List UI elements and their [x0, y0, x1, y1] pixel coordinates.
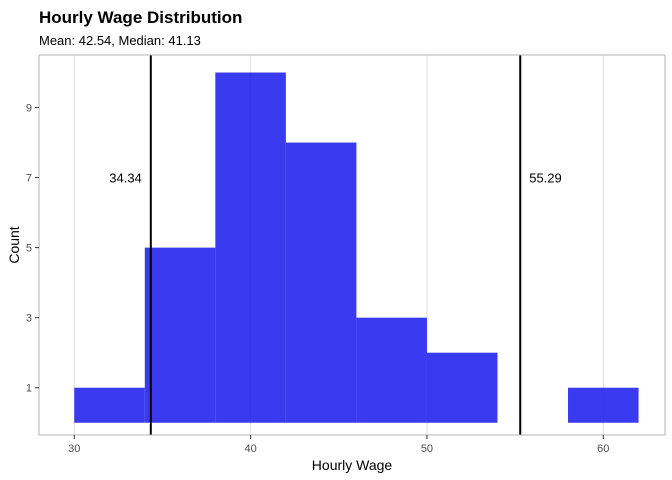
chart-subtitle: Mean: 42.54, Median: 41.13 [39, 33, 201, 48]
x-tick-label: 30 [68, 443, 80, 455]
y-tick-label: 1 [26, 383, 32, 395]
histogram-bar [356, 317, 427, 423]
x-tick-label: 60 [597, 443, 609, 455]
y-tick-label: 3 [26, 313, 32, 325]
y-tick-label: 9 [26, 103, 32, 115]
histogram-bar [426, 352, 498, 423]
y-tick-label: 7 [26, 173, 32, 185]
histogram-bar [215, 72, 286, 423]
chart-title: Hourly Wage Distribution [39, 8, 242, 27]
histogram-bar [568, 387, 639, 423]
y-axis-title: Count [6, 226, 22, 263]
x-axis-ticks: 30 40 50 60 [68, 435, 609, 455]
histogram-bars [74, 72, 639, 423]
histogram-bar [285, 142, 357, 423]
y-tick-label: 5 [26, 243, 32, 255]
histogram-bar [74, 387, 145, 423]
plot-panel-border [38, 54, 666, 436]
x-tick-label: 40 [244, 443, 256, 455]
y-axis-ticks: 1 3 5 7 9 [26, 103, 39, 395]
x-tick-label: 50 [421, 443, 433, 455]
x-axis-title: Hourly Wage [312, 457, 393, 473]
histogram-bar [144, 247, 216, 423]
reference-lines: 34.34 55.29 [109, 55, 562, 435]
reference-line-label: 55.29 [529, 171, 562, 186]
reference-line-label: 34.34 [109, 171, 142, 186]
